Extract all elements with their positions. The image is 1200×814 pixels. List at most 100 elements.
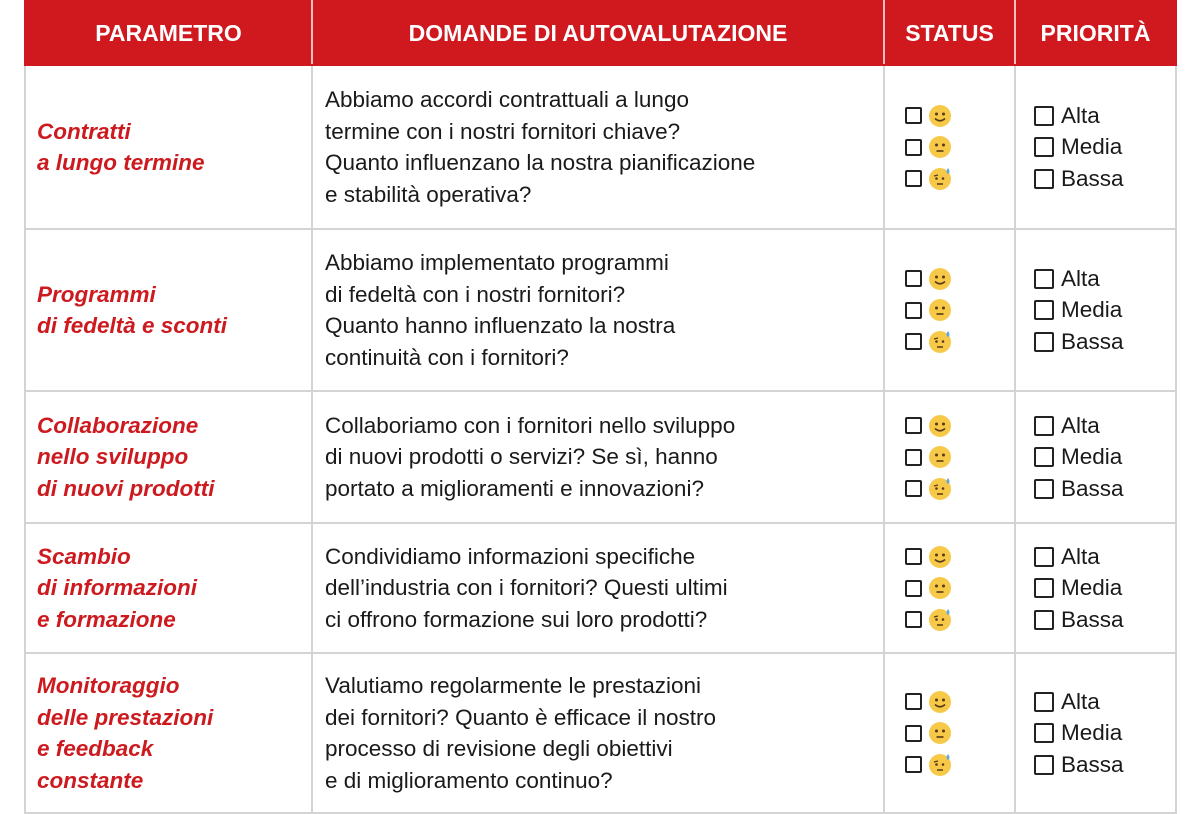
neutral-face-icon <box>929 446 951 468</box>
question-line: termine con i nostri fornitori chiave? <box>325 118 681 144</box>
priority-option[interactable]: Bassa <box>1034 749 1175 781</box>
parameter-line: di fedeltà e sconti <box>37 313 228 338</box>
priority-label: Media <box>1061 134 1123 159</box>
status-option[interactable] <box>905 263 1014 295</box>
status-checkbox[interactable] <box>905 301 922 319</box>
priority-checkbox[interactable] <box>1034 546 1054 567</box>
status-checkbox[interactable] <box>905 693 922 710</box>
questions-cell: Abbiamo implementato programmi di fedeltà… <box>311 228 885 392</box>
priority-checkbox[interactable] <box>1034 754 1054 775</box>
priority-label: Alta <box>1061 102 1100 128</box>
question-line: dei fornitori? Quanto è efficace il nost… <box>325 704 717 730</box>
anxious-sweat-face-icon <box>929 330 951 353</box>
priority-option[interactable]: Alta <box>1034 541 1175 573</box>
header-parametro: PARAMETRO <box>24 0 313 66</box>
status-option[interactable] <box>905 410 1014 442</box>
status-option[interactable] <box>905 473 1014 505</box>
status-cell <box>883 652 1016 814</box>
priority-checkbox[interactable] <box>1034 578 1054 598</box>
priority-checkbox[interactable] <box>1034 268 1054 289</box>
status-option[interactable] <box>905 326 1014 358</box>
status-checkbox[interactable] <box>905 480 922 497</box>
priority-option[interactable]: Alta <box>1034 263 1175 295</box>
status-option[interactable] <box>905 717 1014 749</box>
status-cell <box>883 64 1016 230</box>
parameter-cell: Scambio di informazioni e formazione <box>24 522 313 654</box>
question-line: Abbiamo accordi contrattuali a lungo <box>325 87 689 112</box>
priority-option[interactable]: Alta <box>1034 686 1175 718</box>
priority-option[interactable]: Bassa <box>1034 163 1175 195</box>
priority-option[interactable]: Media <box>1034 294 1175 326</box>
status-checkbox[interactable] <box>905 270 922 287</box>
priority-option[interactable]: Media <box>1034 717 1175 749</box>
status-checkbox[interactable] <box>905 417 922 434</box>
priority-option[interactable]: Media <box>1034 131 1175 163</box>
parameter-line: di informazioni <box>37 575 197 601</box>
smiling-face-icon <box>929 267 951 290</box>
status-checkbox[interactable] <box>905 548 922 565</box>
status-checkbox[interactable] <box>905 448 922 466</box>
priority-cell: Alta Media Bassa <box>1014 228 1177 392</box>
priority-checkbox[interactable] <box>1034 137 1054 157</box>
parameter-line: a lungo termine <box>37 150 205 175</box>
priority-checkbox[interactable] <box>1034 447 1054 467</box>
priority-checkbox[interactable] <box>1034 415 1054 436</box>
questions-cell: Abbiamo accordi contrattuali a lungo term… <box>311 64 885 230</box>
parameter-cell: Contratti a lungo termine <box>24 64 313 230</box>
priority-option[interactable]: Bassa <box>1034 473 1175 505</box>
status-option[interactable] <box>905 163 1014 195</box>
question-line: Condividiamo informazioni specifiche <box>325 543 696 569</box>
smiling-face-icon <box>929 690 951 713</box>
status-checkbox[interactable] <box>905 107 922 124</box>
status-checkbox[interactable] <box>905 138 922 156</box>
priority-checkbox[interactable] <box>1034 691 1054 712</box>
question-line: Quanto influenzano la nostra pianificazi… <box>325 150 756 175</box>
question-line: Valutiamo regolarmente le prestazioni <box>325 673 702 698</box>
status-option[interactable] <box>905 294 1014 326</box>
status-checkbox[interactable] <box>905 611 922 628</box>
questions-cell: Condividiamo informazioni specifiche dell… <box>311 522 885 654</box>
status-checkbox[interactable] <box>905 579 922 597</box>
priority-checkbox[interactable] <box>1034 105 1054 126</box>
status-checkbox[interactable] <box>905 170 922 187</box>
status-option[interactable] <box>905 604 1014 636</box>
question-line: di nuovi prodotti o servizi? Se sì, hann… <box>325 444 718 470</box>
question-line: portato a miglioramenti e innovazioni? <box>325 475 704 501</box>
self-assessment-table: PARAMETRO DOMANDE DI AUTOVALUTAZIONE STA… <box>24 0 1177 814</box>
parameter-line: Collaborazione <box>37 412 199 438</box>
status-checkbox[interactable] <box>905 756 922 773</box>
priority-label: Bassa <box>1061 475 1124 501</box>
status-option[interactable] <box>905 749 1014 781</box>
neutral-face-icon <box>929 722 951 744</box>
question-line: e stabilità operativa? <box>325 181 532 207</box>
priority-option[interactable]: Alta <box>1034 100 1175 132</box>
priority-checkbox[interactable] <box>1034 723 1054 743</box>
status-option[interactable] <box>905 686 1014 718</box>
status-option[interactable] <box>905 572 1014 604</box>
question-line: ci offrono formazione sui loro prodotti? <box>325 606 708 632</box>
neutral-face-icon <box>929 299 951 321</box>
status-checkbox[interactable] <box>905 333 922 350</box>
question-line: continuità con i fornitori? <box>325 344 569 370</box>
priority-option[interactable]: Media <box>1034 572 1175 604</box>
priority-option[interactable]: Bassa <box>1034 604 1175 636</box>
priority-label: Bassa <box>1061 606 1124 632</box>
priority-label: Bassa <box>1061 328 1124 354</box>
anxious-sweat-face-icon <box>929 608 951 631</box>
priority-checkbox[interactable] <box>1034 478 1054 499</box>
status-option[interactable] <box>905 131 1014 163</box>
status-checkbox[interactable] <box>905 724 922 742</box>
table-row: Scambio di informazioni e formazione Condiv… <box>24 522 1177 654</box>
status-option[interactable] <box>905 441 1014 473</box>
priority-checkbox[interactable] <box>1034 168 1054 189</box>
priority-checkbox[interactable] <box>1034 609 1054 630</box>
status-option[interactable] <box>905 100 1014 132</box>
priority-checkbox[interactable] <box>1034 331 1054 352</box>
priority-option[interactable]: Media <box>1034 441 1175 473</box>
parameter-cell: Programmi di fedeltà e sconti <box>24 228 313 392</box>
status-option[interactable] <box>905 541 1014 573</box>
priority-checkbox[interactable] <box>1034 300 1054 320</box>
priority-option[interactable]: Alta <box>1034 410 1175 442</box>
priority-option[interactable]: Bassa <box>1034 326 1175 358</box>
parameter-line: nello sviluppo <box>37 444 189 470</box>
